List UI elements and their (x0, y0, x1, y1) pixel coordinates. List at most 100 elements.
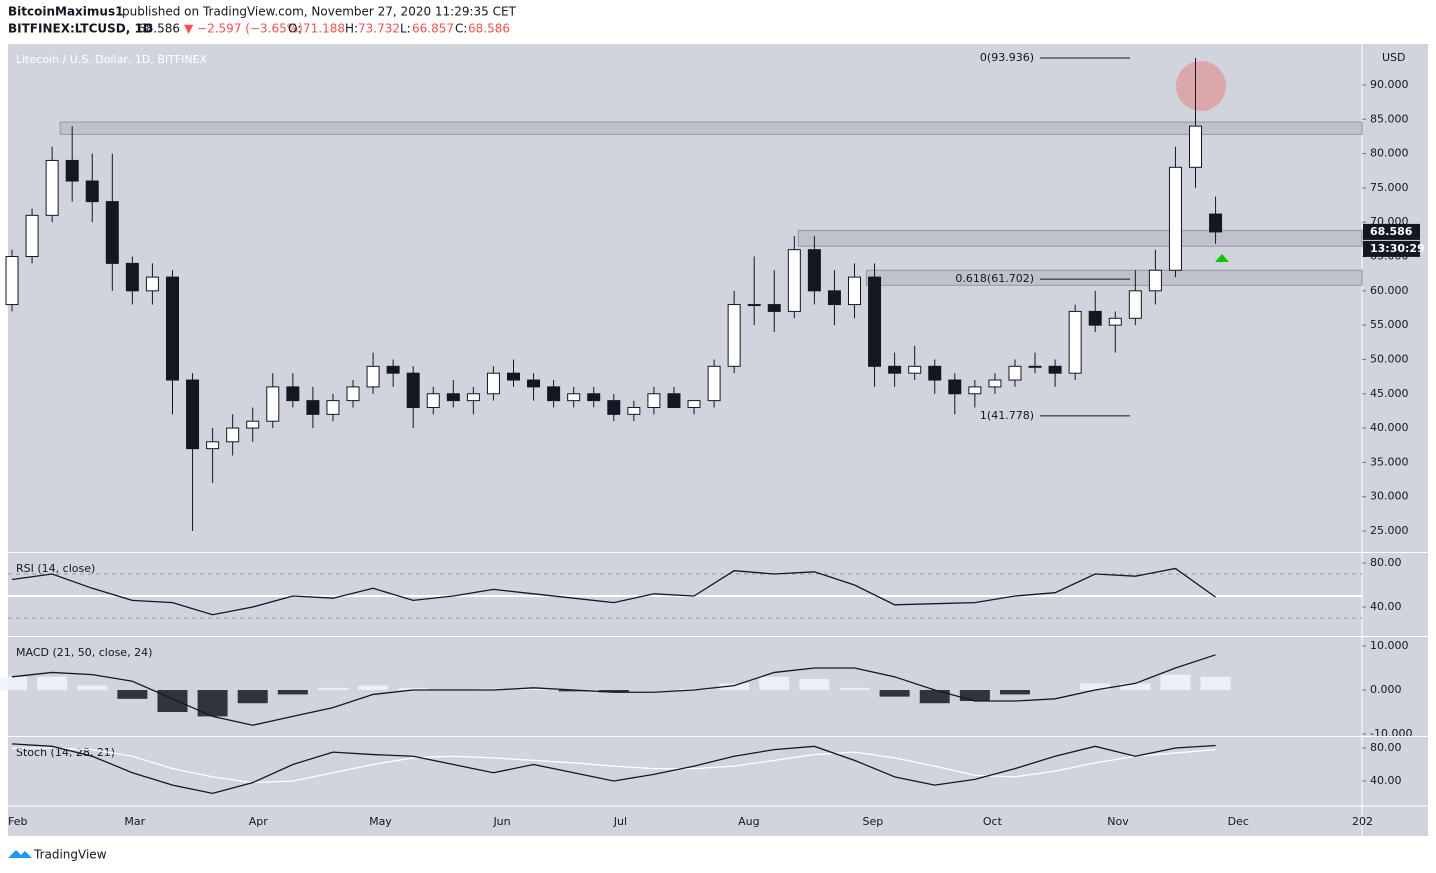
candle-body (1189, 125, 1203, 168)
y-tick-label: 40.00 (1370, 774, 1402, 787)
histogram-bar (277, 690, 308, 695)
y-tick-label: 75.000 (1370, 181, 1409, 194)
x-tick-label: Jul (613, 815, 627, 828)
panel-title: MACD (21, 50, close, 24) (16, 646, 152, 659)
candle-body (968, 386, 982, 395)
histogram-bar (0, 676, 28, 691)
author: BitcoinMaximus1 (8, 5, 123, 19)
published: published on TradingView.com, November 2… (122, 5, 517, 19)
candle-body (807, 249, 821, 292)
currency: USD (1382, 51, 1406, 64)
candle-body (1168, 166, 1182, 271)
zone (797, 229, 1363, 247)
candle-body (1088, 310, 1102, 326)
histogram-bar (478, 688, 509, 691)
histogram-bar (719, 683, 750, 691)
y-tick-label: 40.000 (1370, 421, 1409, 434)
y-tick-label: 25.000 (1370, 524, 1409, 537)
histogram-bar (1200, 676, 1231, 691)
price: 68.586 (138, 22, 180, 36)
candle-body (286, 386, 300, 402)
histogram-bar (558, 690, 589, 692)
x-tick-label: Mar (124, 815, 145, 828)
histogram-bar (839, 687, 870, 691)
candle-body (246, 420, 260, 429)
symbol: BITFINEX:LTCUSD, 1D (8, 22, 153, 36)
candle-body (888, 365, 902, 374)
high: 73.732 (358, 22, 400, 36)
candle-body (707, 365, 721, 402)
low: 66.857 (412, 22, 454, 36)
y-tick-label: 85.000 (1370, 112, 1409, 125)
histogram-bar (759, 676, 790, 691)
candle-body (767, 304, 781, 312)
candle-body (466, 393, 480, 402)
candle-body (125, 262, 139, 292)
candle-body (306, 400, 320, 415)
y-tick-label: 50.000 (1370, 352, 1409, 365)
histogram-bar (679, 688, 710, 691)
histogram-bar (879, 690, 910, 697)
time-axis-bg (8, 806, 1362, 836)
x-tick-label: Oct (983, 815, 1003, 828)
y-tick-label: 80.00 (1370, 556, 1402, 569)
logo (8, 850, 32, 858)
candle-body (406, 372, 420, 408)
x-tick-label: Jun (492, 815, 510, 828)
timer-box (1363, 240, 1420, 257)
histogram-bar (1160, 674, 1191, 691)
candle-body (266, 386, 280, 422)
candle-body (326, 400, 340, 415)
low-label: L: (400, 22, 411, 36)
price-axis-bg (1362, 44, 1428, 836)
histogram-bar (1080, 683, 1111, 691)
candle-body (206, 441, 220, 450)
candle-body (868, 276, 882, 367)
candle-body (547, 386, 561, 402)
x-tick-label: Nov (1107, 815, 1129, 828)
x-tick-label: Dec (1228, 815, 1249, 828)
x-tick-label: May (369, 815, 392, 828)
high-label: H: (345, 22, 358, 36)
histogram-bar (358, 685, 389, 691)
y-tick-label: 10.000 (1370, 639, 1409, 652)
histogram-bar (117, 690, 148, 699)
candle-body (25, 214, 39, 258)
candle-body (1108, 317, 1122, 326)
candle-body (908, 365, 922, 374)
histogram-bar (959, 690, 990, 702)
y-tick-label: 30.000 (1370, 490, 1409, 503)
candle-body (1028, 365, 1042, 368)
candle-body (1128, 290, 1142, 319)
open: 71.188 (303, 22, 345, 36)
candle-body (65, 159, 79, 182)
candle-body (827, 290, 841, 306)
candle-body (1048, 365, 1062, 374)
candle-body (1008, 365, 1022, 381)
candle-body (1209, 213, 1223, 233)
panel-title: RSI (14, close) (16, 562, 95, 575)
histogram-bar (1120, 683, 1151, 691)
candle-body (165, 276, 179, 381)
candle-body (607, 400, 621, 415)
candle-body (948, 379, 962, 395)
candle-body (186, 379, 200, 450)
candle-body (848, 276, 862, 306)
candle-body (567, 393, 581, 402)
histogram-bar (157, 690, 188, 713)
y-tick-label: 80.00 (1370, 741, 1402, 754)
histogram-bar (237, 690, 268, 704)
indicator-line (11, 567, 1216, 616)
histogram-bar (37, 676, 68, 691)
candle-body (667, 393, 681, 408)
histogram-bar (799, 679, 830, 691)
candle-body (45, 159, 59, 216)
indicator-line (11, 743, 1216, 795)
y-tick-label: 60.000 (1370, 284, 1409, 297)
fib-label: 1(41.778) (980, 409, 1034, 422)
candle-body (105, 201, 119, 264)
candle-body (506, 372, 520, 381)
candle-body (747, 304, 761, 307)
y-tick-label: 90.000 (1370, 78, 1409, 91)
